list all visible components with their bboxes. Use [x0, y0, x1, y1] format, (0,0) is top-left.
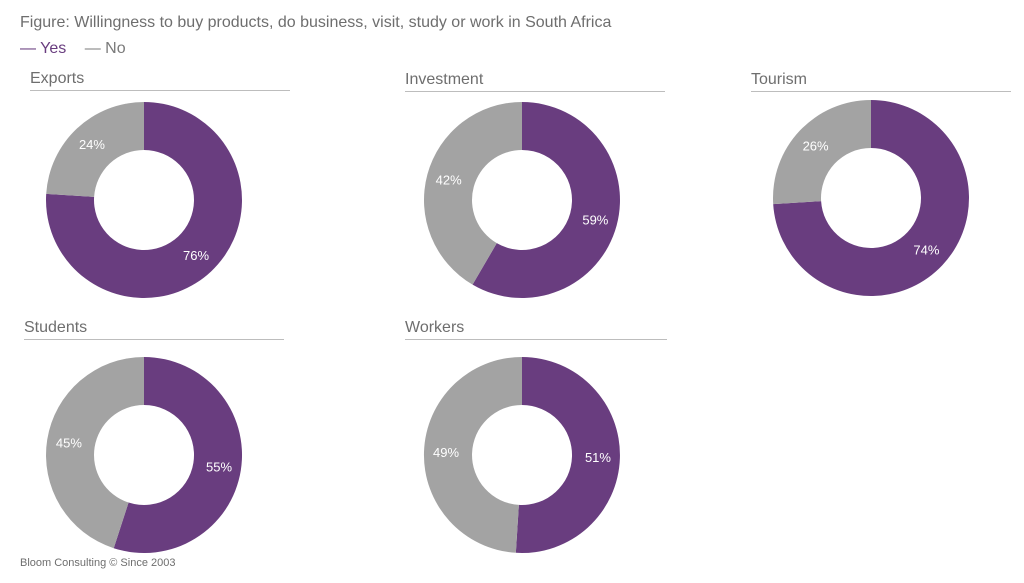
panel-title-tourism: Tourism — [751, 71, 808, 88]
panel-title-exports: Exports — [30, 70, 85, 87]
students-label-no: 45% — [56, 436, 82, 451]
workers-label-yes: 51% — [585, 450, 611, 465]
footer-credit: Bloom Consulting © Since 2003 — [20, 557, 176, 569]
panel-title-students: Students — [24, 319, 88, 336]
panel-rule-students — [24, 339, 284, 340]
panel-rule-exports — [30, 90, 290, 91]
donut-students: 55% 45% — [46, 357, 243, 553]
donut-tourism: 74% 26% — [772, 100, 969, 296]
panel-rule-workers — [405, 339, 667, 340]
panel-title-workers: Workers — [405, 319, 465, 336]
exports-label-yes: 76% — [183, 248, 209, 263]
tourism-label-no: 26% — [803, 138, 829, 153]
exports-slice-no — [46, 102, 144, 197]
students-slice-no — [46, 357, 145, 549]
tourism-label-yes: 74% — [913, 243, 939, 258]
donut-workers: 51% 49% — [423, 356, 620, 553]
panel-rule-tourism — [751, 91, 1011, 92]
donut-exports: 76% 24% — [45, 102, 242, 298]
investment-label-yes: 59% — [582, 212, 608, 227]
tourism-slice-no — [772, 100, 871, 205]
students-slice-yes — [113, 357, 243, 553]
workers-slice-no — [423, 356, 522, 553]
workers-label-no: 49% — [433, 445, 459, 460]
chart-title: Figure: Willingness to buy products, do … — [20, 14, 612, 31]
legend-item-yes: — Yes — [20, 40, 67, 57]
panel-rule-investment — [405, 91, 665, 92]
exports-slice-yes — [45, 102, 242, 298]
investment-slice-no — [423, 102, 522, 285]
exports-label-no: 24% — [79, 137, 105, 152]
panel-title-investment: Investment — [405, 71, 484, 88]
tourism-slice-yes — [773, 100, 969, 296]
investment-label-no: 42% — [436, 173, 462, 188]
workers-slice-yes — [515, 357, 620, 553]
investment-slice-yes — [472, 102, 620, 298]
legend-item-no: — No — [84, 40, 126, 57]
students-label-yes: 55% — [206, 459, 232, 474]
legend: — Yes — No — [20, 40, 140, 58]
donut-investment: 59% 42% — [423, 102, 620, 298]
